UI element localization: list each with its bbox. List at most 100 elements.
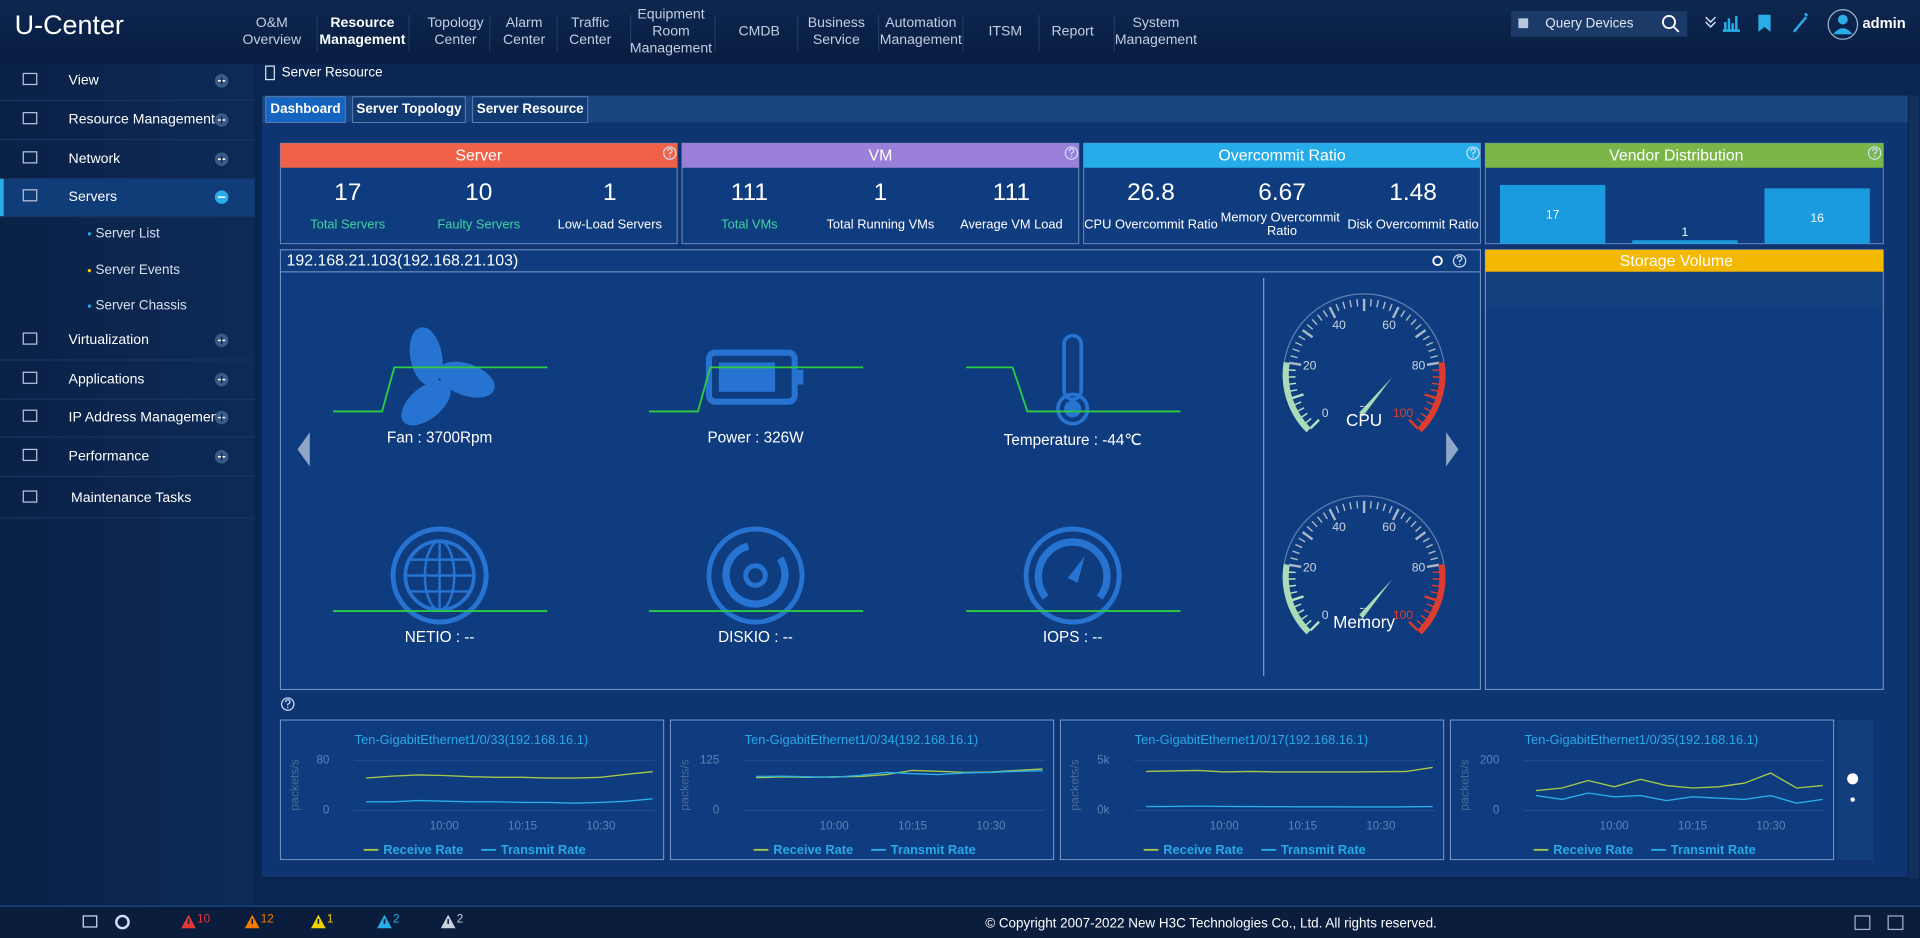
nav-item[interactable]: Alarm [506, 14, 543, 30]
nav-item[interactable]: Room [652, 23, 690, 39]
nav-item[interactable]: Management [880, 31, 962, 47]
gauge-tick [1290, 355, 1298, 359]
alarm-count[interactable]: 2 [457, 913, 463, 926]
alarm-count[interactable]: 12 [261, 913, 274, 926]
stat-label: Faulty Servers [437, 217, 520, 232]
sidebar-item[interactable]: IP Address Management [69, 408, 223, 424]
globe-ring [390, 526, 489, 625]
pager-dot-active[interactable] [1847, 773, 1859, 785]
tab-label[interactable]: Server Resource [477, 101, 584, 116]
alarm-count[interactable]: 2 [393, 913, 399, 926]
search-icon[interactable] [1661, 15, 1677, 30]
nav-item[interactable]: Center [434, 31, 477, 47]
help-icon[interactable] [1466, 146, 1480, 160]
nav-item[interactable]: Topology [427, 14, 484, 30]
nav-item[interactable]: O&M [256, 14, 288, 30]
sidebar-item[interactable]: Applications [69, 370, 145, 386]
submenu-item[interactable]: Server Events [96, 262, 181, 277]
nav-item[interactable]: System [1132, 14, 1179, 30]
legend-label[interactable]: Transmit Rate [1671, 842, 1756, 857]
nav-item[interactable]: Traffic [571, 14, 609, 30]
legend-label[interactable]: Receive Rate [1553, 842, 1633, 857]
nav-item[interactable]: Equipment [637, 5, 704, 21]
sidebar-item[interactable]: View [69, 72, 100, 88]
bookmark-icon[interactable] [1758, 14, 1771, 32]
chart-icon[interactable] [1722, 15, 1740, 32]
footer-icon[interactable] [82, 915, 98, 928]
nav-item[interactable]: Report [1052, 23, 1094, 39]
y-axis-label: packets/s [677, 759, 691, 811]
search-box[interactable] [1511, 11, 1688, 37]
nav-item[interactable]: Resource [330, 14, 394, 30]
y-axis-label: packets/s [1067, 759, 1081, 811]
user-name[interactable]: admin [1862, 16, 1905, 32]
sidebar-item[interactable]: Performance [69, 447, 150, 463]
help-icon[interactable] [663, 146, 677, 160]
settings-icon[interactable] [1432, 255, 1443, 267]
tab[interactable] [265, 96, 346, 123]
x-tick-label: 10:00 [430, 820, 460, 833]
alarm-count[interactable]: 10 [197, 913, 210, 926]
tab[interactable] [352, 96, 466, 123]
gauge-tick [1369, 501, 1372, 509]
legend-label[interactable]: Transmit Rate [1281, 842, 1366, 857]
legend-label[interactable]: Transmit Rate [501, 842, 586, 857]
submenu-item[interactable]: Server Chassis [96, 298, 187, 313]
series-line [1146, 805, 1433, 808]
thermo-bulb [1056, 392, 1090, 426]
legend-label[interactable]: Receive Rate [773, 842, 853, 857]
nav-item[interactable]: Service [813, 31, 860, 47]
next-arrow[interactable] [1446, 432, 1459, 467]
avatar[interactable] [1827, 9, 1859, 40]
gauge-tick [1425, 543, 1434, 549]
prev-arrow[interactable] [297, 432, 310, 467]
nav-item[interactable]: Automation [885, 14, 956, 30]
help-icon[interactable] [1867, 146, 1882, 160]
nav-item[interactable]: Center [569, 31, 612, 47]
legend-label[interactable]: Receive Rate [1163, 842, 1243, 857]
sidebar-item[interactable]: Servers [69, 188, 118, 204]
nav-item[interactable]: ITSM [988, 23, 1022, 39]
wand-icon[interactable] [1792, 12, 1809, 33]
nav-item[interactable]: Center [503, 31, 546, 47]
tab-label[interactable]: Dashboard [270, 101, 340, 116]
gauge-value: -- [1360, 600, 1369, 615]
footer-button[interactable] [1854, 915, 1871, 931]
status-line [333, 366, 548, 413]
avatar-head [1837, 14, 1848, 25]
metric-icon [1056, 333, 1090, 426]
help-dot [1070, 155, 1073, 158]
submenu-item[interactable]: Server List [96, 225, 161, 240]
help-icon[interactable] [281, 697, 295, 711]
stat-value: 26.8 [1127, 179, 1175, 206]
alarm-count[interactable]: 1 [327, 913, 333, 926]
nav-item[interactable]: CMDB [738, 23, 779, 39]
gauge-tick [1415, 323, 1422, 330]
pager-dot[interactable] [1850, 797, 1855, 802]
footer-icon[interactable] [115, 914, 130, 930]
help-icon[interactable] [1452, 254, 1467, 268]
gauge-name: CPU [1346, 410, 1382, 430]
sidebar-item[interactable]: Resource Management [69, 111, 215, 127]
sidebar-item[interactable]: Virtualization [69, 331, 149, 347]
tab[interactable] [472, 96, 589, 123]
nav-item[interactable]: Overview [243, 31, 303, 47]
nav-item[interactable]: Management [1115, 31, 1197, 47]
nav-item[interactable]: Management [630, 40, 712, 56]
gauge-tick [1428, 550, 1436, 555]
help-icon[interactable] [1064, 146, 1079, 160]
nav-item[interactable]: Management [319, 31, 405, 47]
legend-label[interactable]: Transmit Rate [891, 842, 976, 857]
y-tick-label: 80 [316, 754, 329, 767]
gauge-tick [1405, 516, 1412, 524]
nav-item[interactable]: Business [808, 14, 865, 30]
storage-panel [1484, 249, 1884, 690]
sidebar-item[interactable]: Maintenance Tasks [71, 489, 191, 505]
gauge-tick [1306, 526, 1314, 532]
legend-label[interactable]: Receive Rate [383, 842, 463, 857]
tab-label[interactable]: Server Topology [356, 101, 462, 116]
toolbar-icon[interactable] [1705, 16, 1717, 28]
gauge-tick [1328, 306, 1337, 319]
sidebar-item[interactable]: Network [69, 150, 122, 166]
footer-button[interactable] [1887, 915, 1904, 931]
